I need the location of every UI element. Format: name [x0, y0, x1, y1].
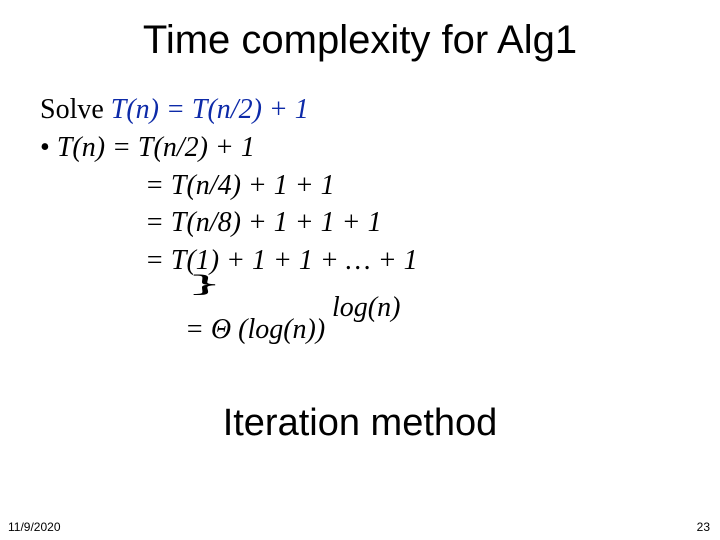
footer-page-number: 23 [697, 520, 710, 534]
eq-line-1: = T(n/4) + 1 + 1 [145, 167, 680, 205]
brace-block: ︷ log(n) = Θ (log(n)) [40, 280, 680, 340]
curly-brace-icon: ︷ [177, 274, 296, 296]
solve-line: Solve T(n) = T(n/2) + 1 [40, 91, 680, 129]
logn-label: log(n) [332, 292, 400, 324]
eq-line-2: = T(n/8) + 1 + 1 + 1 [145, 204, 680, 242]
theta-line: = Θ (log(n)) [185, 314, 325, 346]
solve-prefix: Solve [40, 94, 111, 125]
bullet-text: T(n) = T(n/2) + 1 [57, 132, 255, 163]
slide-title: Time complexity for Alg1 [40, 18, 680, 63]
recurrence-text: T(n) = T(n/2) + 1 [111, 94, 309, 125]
iteration-method-label: Iteration method [40, 402, 680, 445]
footer-date: 11/9/2020 [8, 520, 61, 534]
bullet-line: T(n) = T(n/2) + 1 [40, 129, 680, 167]
